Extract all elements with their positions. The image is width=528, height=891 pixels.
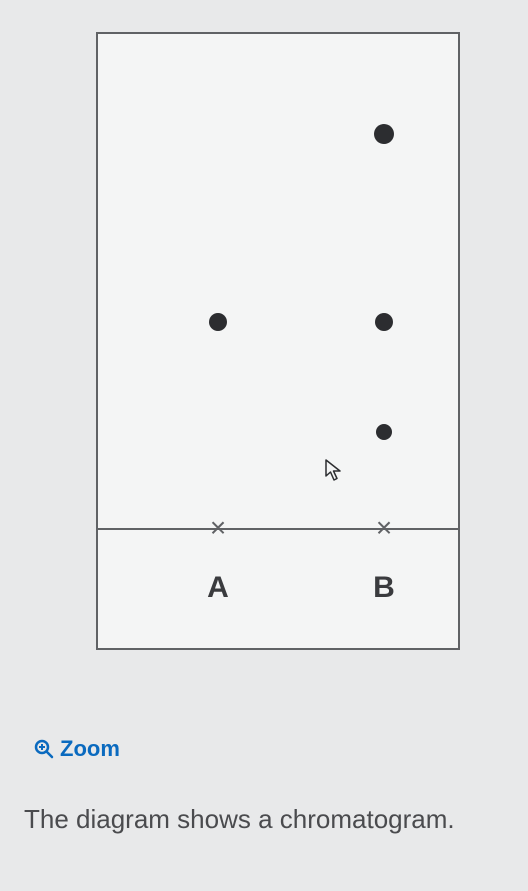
page-root: Zoom The diagram shows a chromatogram. ×…: [0, 0, 528, 891]
spot-a-0: [209, 313, 227, 331]
spot-b-2: [376, 424, 392, 440]
origin-line: [98, 528, 458, 530]
cursor-icon: [324, 458, 344, 482]
zoom-label: Zoom: [60, 736, 120, 762]
diagram-caption: The diagram shows a chromatogram.: [24, 804, 455, 835]
lane-label-b: B: [373, 571, 395, 605]
zoom-search-plus-icon: [34, 739, 54, 759]
chromatogram-box: [96, 32, 460, 650]
spot-b-0: [374, 124, 394, 144]
spot-b-1: [375, 313, 393, 331]
origin-mark-a: ×: [210, 512, 226, 544]
zoom-button[interactable]: Zoom: [34, 736, 120, 762]
lane-label-a: A: [207, 571, 229, 605]
origin-mark-b: ×: [376, 512, 392, 544]
